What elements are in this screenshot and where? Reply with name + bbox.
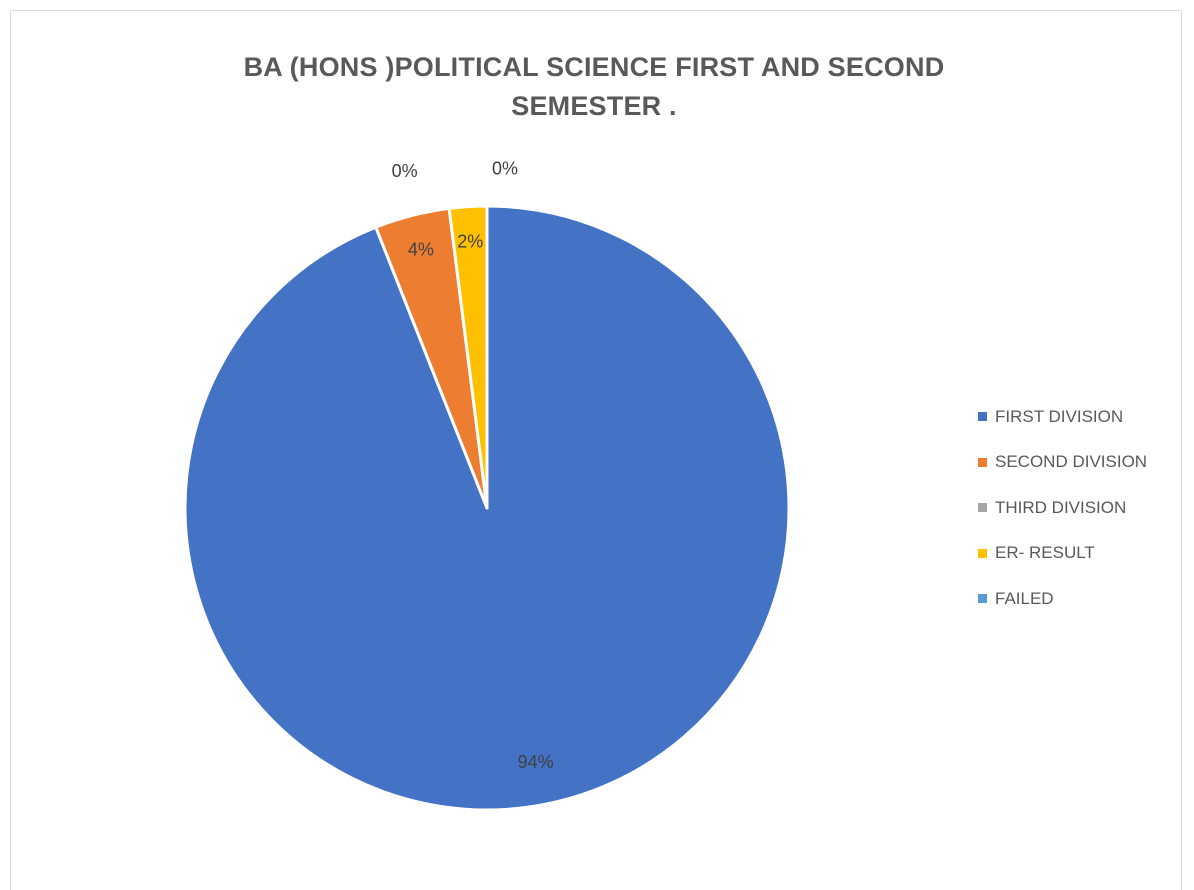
legend-swatch: [978, 503, 987, 512]
data-label-failed: 0%: [492, 159, 518, 179]
pie-slice-er-result: [447, 204, 489, 510]
legend-swatch: [978, 457, 987, 467]
legend-item-failed: FAILED: [978, 587, 1147, 610]
data-label-second-division: 4%: [408, 239, 434, 259]
legend-swatch: [978, 412, 987, 421]
legend-item-er-result: ER- RESULT: [978, 542, 1147, 565]
legend-item-second-division: SECOND DIVISION: [978, 451, 1147, 474]
legend-swatch: [978, 548, 987, 558]
legend-swatch: [978, 594, 987, 603]
legend-label: FAILED: [995, 588, 1054, 608]
legend-label: THIRD DIVISION: [995, 497, 1127, 517]
pie-slices: [183, 204, 791, 812]
chart-title-line-1: BA (HONS )POLITICAL SCIENCE FIRST AND SE…: [243, 52, 945, 82]
legend-label: ER- RESULT: [995, 543, 1095, 562]
data-label-third-division: 0%: [392, 161, 418, 181]
legend-label: FIRST DIVISION: [995, 406, 1124, 426]
chart-title-line-2: SEMESTER .: [511, 91, 677, 121]
legend-item-third-division: THIRD DIVISION: [978, 496, 1147, 519]
chart-title: BA (HONS )POLITICAL SCIENCE FIRST AND SE…: [7, 48, 1181, 126]
legend-label: SECOND DIVISION: [995, 452, 1148, 471]
legend: FIRST DIVISION SECOND DIVISION THIRD DIV…: [978, 405, 1147, 633]
data-label-er-result: 2%: [457, 232, 483, 252]
legend-item-first-division: FIRST DIVISION: [978, 405, 1147, 428]
data-label-first-division: 94%: [518, 752, 554, 772]
pie-data-labels: 94% 4% 0% 2% 0%: [392, 159, 554, 772]
